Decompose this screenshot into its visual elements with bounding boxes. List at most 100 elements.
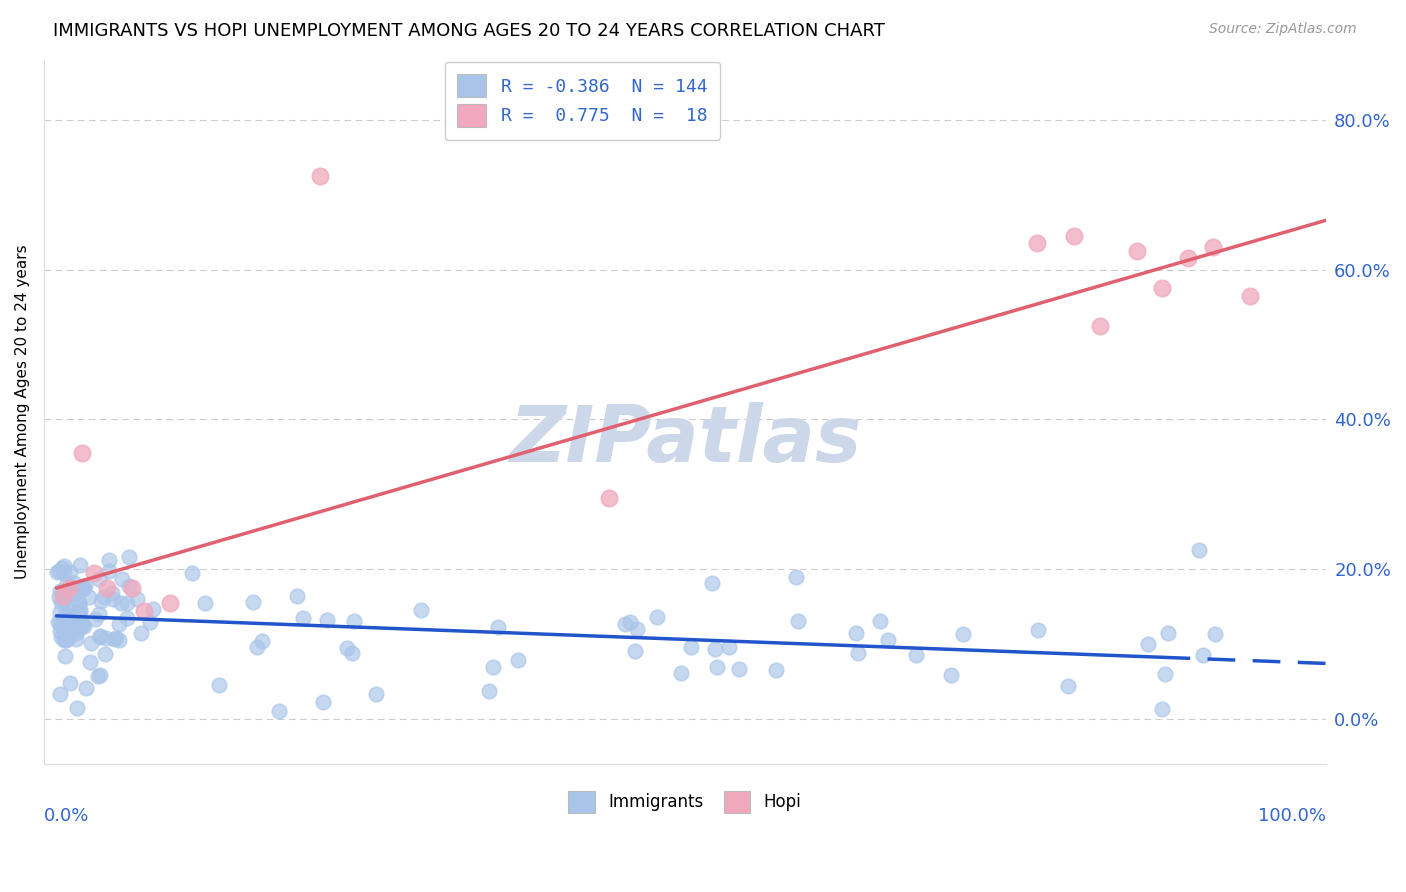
Point <box>46 615 69 630</box>
Point <box>58 631 80 645</box>
Point <box>619 615 641 629</box>
Point <box>62 587 84 601</box>
Point <box>679 640 702 654</box>
Point <box>1192 648 1215 662</box>
Point <box>89 572 111 586</box>
Point <box>46 565 69 579</box>
Point <box>482 659 505 673</box>
Point <box>49 687 72 701</box>
Point <box>340 646 363 660</box>
Point <box>242 595 264 609</box>
Point <box>58 607 80 621</box>
Point <box>1204 627 1226 641</box>
Point <box>53 612 76 626</box>
Point <box>60 605 83 619</box>
Point <box>952 627 974 641</box>
Point <box>117 611 139 625</box>
Point <box>292 611 315 625</box>
Point <box>89 631 111 645</box>
Point <box>614 616 637 631</box>
Point <box>139 615 162 630</box>
Point <box>48 624 70 638</box>
Point <box>1126 244 1149 258</box>
Point <box>118 550 141 565</box>
Point <box>89 668 111 682</box>
Point <box>53 649 76 664</box>
Point <box>478 684 501 698</box>
Point <box>69 605 91 619</box>
Point <box>194 596 217 610</box>
Point <box>1056 679 1078 693</box>
Point <box>65 632 87 646</box>
Point <box>69 602 91 616</box>
Point <box>1188 542 1211 557</box>
Point <box>1063 228 1085 243</box>
Text: Source: ZipAtlas.com: Source: ZipAtlas.com <box>1209 22 1357 37</box>
Point <box>343 614 366 628</box>
Point <box>80 635 103 649</box>
Point <box>142 601 165 615</box>
Point <box>877 632 900 647</box>
Point <box>118 579 141 593</box>
Point <box>486 620 509 634</box>
Point <box>67 622 90 636</box>
Point <box>79 655 101 669</box>
Point <box>598 491 620 505</box>
Text: IMMIGRANTS VS HOPI UNEMPLOYMENT AMONG AGES 20 TO 24 YEARS CORRELATION CHART: IMMIGRANTS VS HOPI UNEMPLOYMENT AMONG AG… <box>53 22 886 40</box>
Point <box>52 558 75 573</box>
Point <box>49 615 72 629</box>
Point <box>107 616 129 631</box>
Point <box>77 591 100 605</box>
Point <box>1088 318 1111 333</box>
Point <box>72 582 94 597</box>
Point <box>84 611 107 625</box>
Point <box>63 576 86 591</box>
Point <box>94 647 117 661</box>
Point <box>58 581 80 595</box>
Point <box>309 169 332 183</box>
Point <box>311 695 333 709</box>
Point <box>336 641 359 656</box>
Point <box>508 653 530 667</box>
Point <box>121 581 143 595</box>
Point <box>83 566 105 580</box>
Point <box>1156 626 1178 640</box>
Point <box>101 591 124 606</box>
Point <box>269 704 291 718</box>
Point <box>1177 252 1199 266</box>
Point <box>59 565 82 579</box>
Point <box>75 681 97 695</box>
Point <box>624 644 647 658</box>
Text: 0.0%: 0.0% <box>44 806 89 824</box>
Point <box>125 591 148 606</box>
Point <box>1025 236 1047 251</box>
Point <box>52 593 75 607</box>
Point <box>1202 240 1225 254</box>
Point <box>1152 281 1174 295</box>
Point <box>87 669 110 683</box>
Point <box>63 611 86 625</box>
Point <box>117 596 139 610</box>
Point <box>89 629 111 643</box>
Point <box>48 605 70 619</box>
Point <box>285 589 308 603</box>
Point <box>75 579 97 593</box>
Point <box>72 579 94 593</box>
Point <box>65 610 87 624</box>
Point <box>765 663 787 677</box>
Point <box>69 558 91 573</box>
Point <box>49 630 72 644</box>
Point <box>1150 702 1173 716</box>
Point <box>49 583 72 598</box>
Point <box>49 595 72 609</box>
Point <box>159 596 181 610</box>
Point <box>66 611 89 625</box>
Point <box>48 591 70 605</box>
Point <box>66 700 89 714</box>
Point <box>846 646 869 660</box>
Point <box>110 597 132 611</box>
Point <box>67 596 90 610</box>
Point <box>98 553 121 567</box>
Text: ZIPatlas: ZIPatlas <box>509 402 860 478</box>
Point <box>364 687 387 701</box>
